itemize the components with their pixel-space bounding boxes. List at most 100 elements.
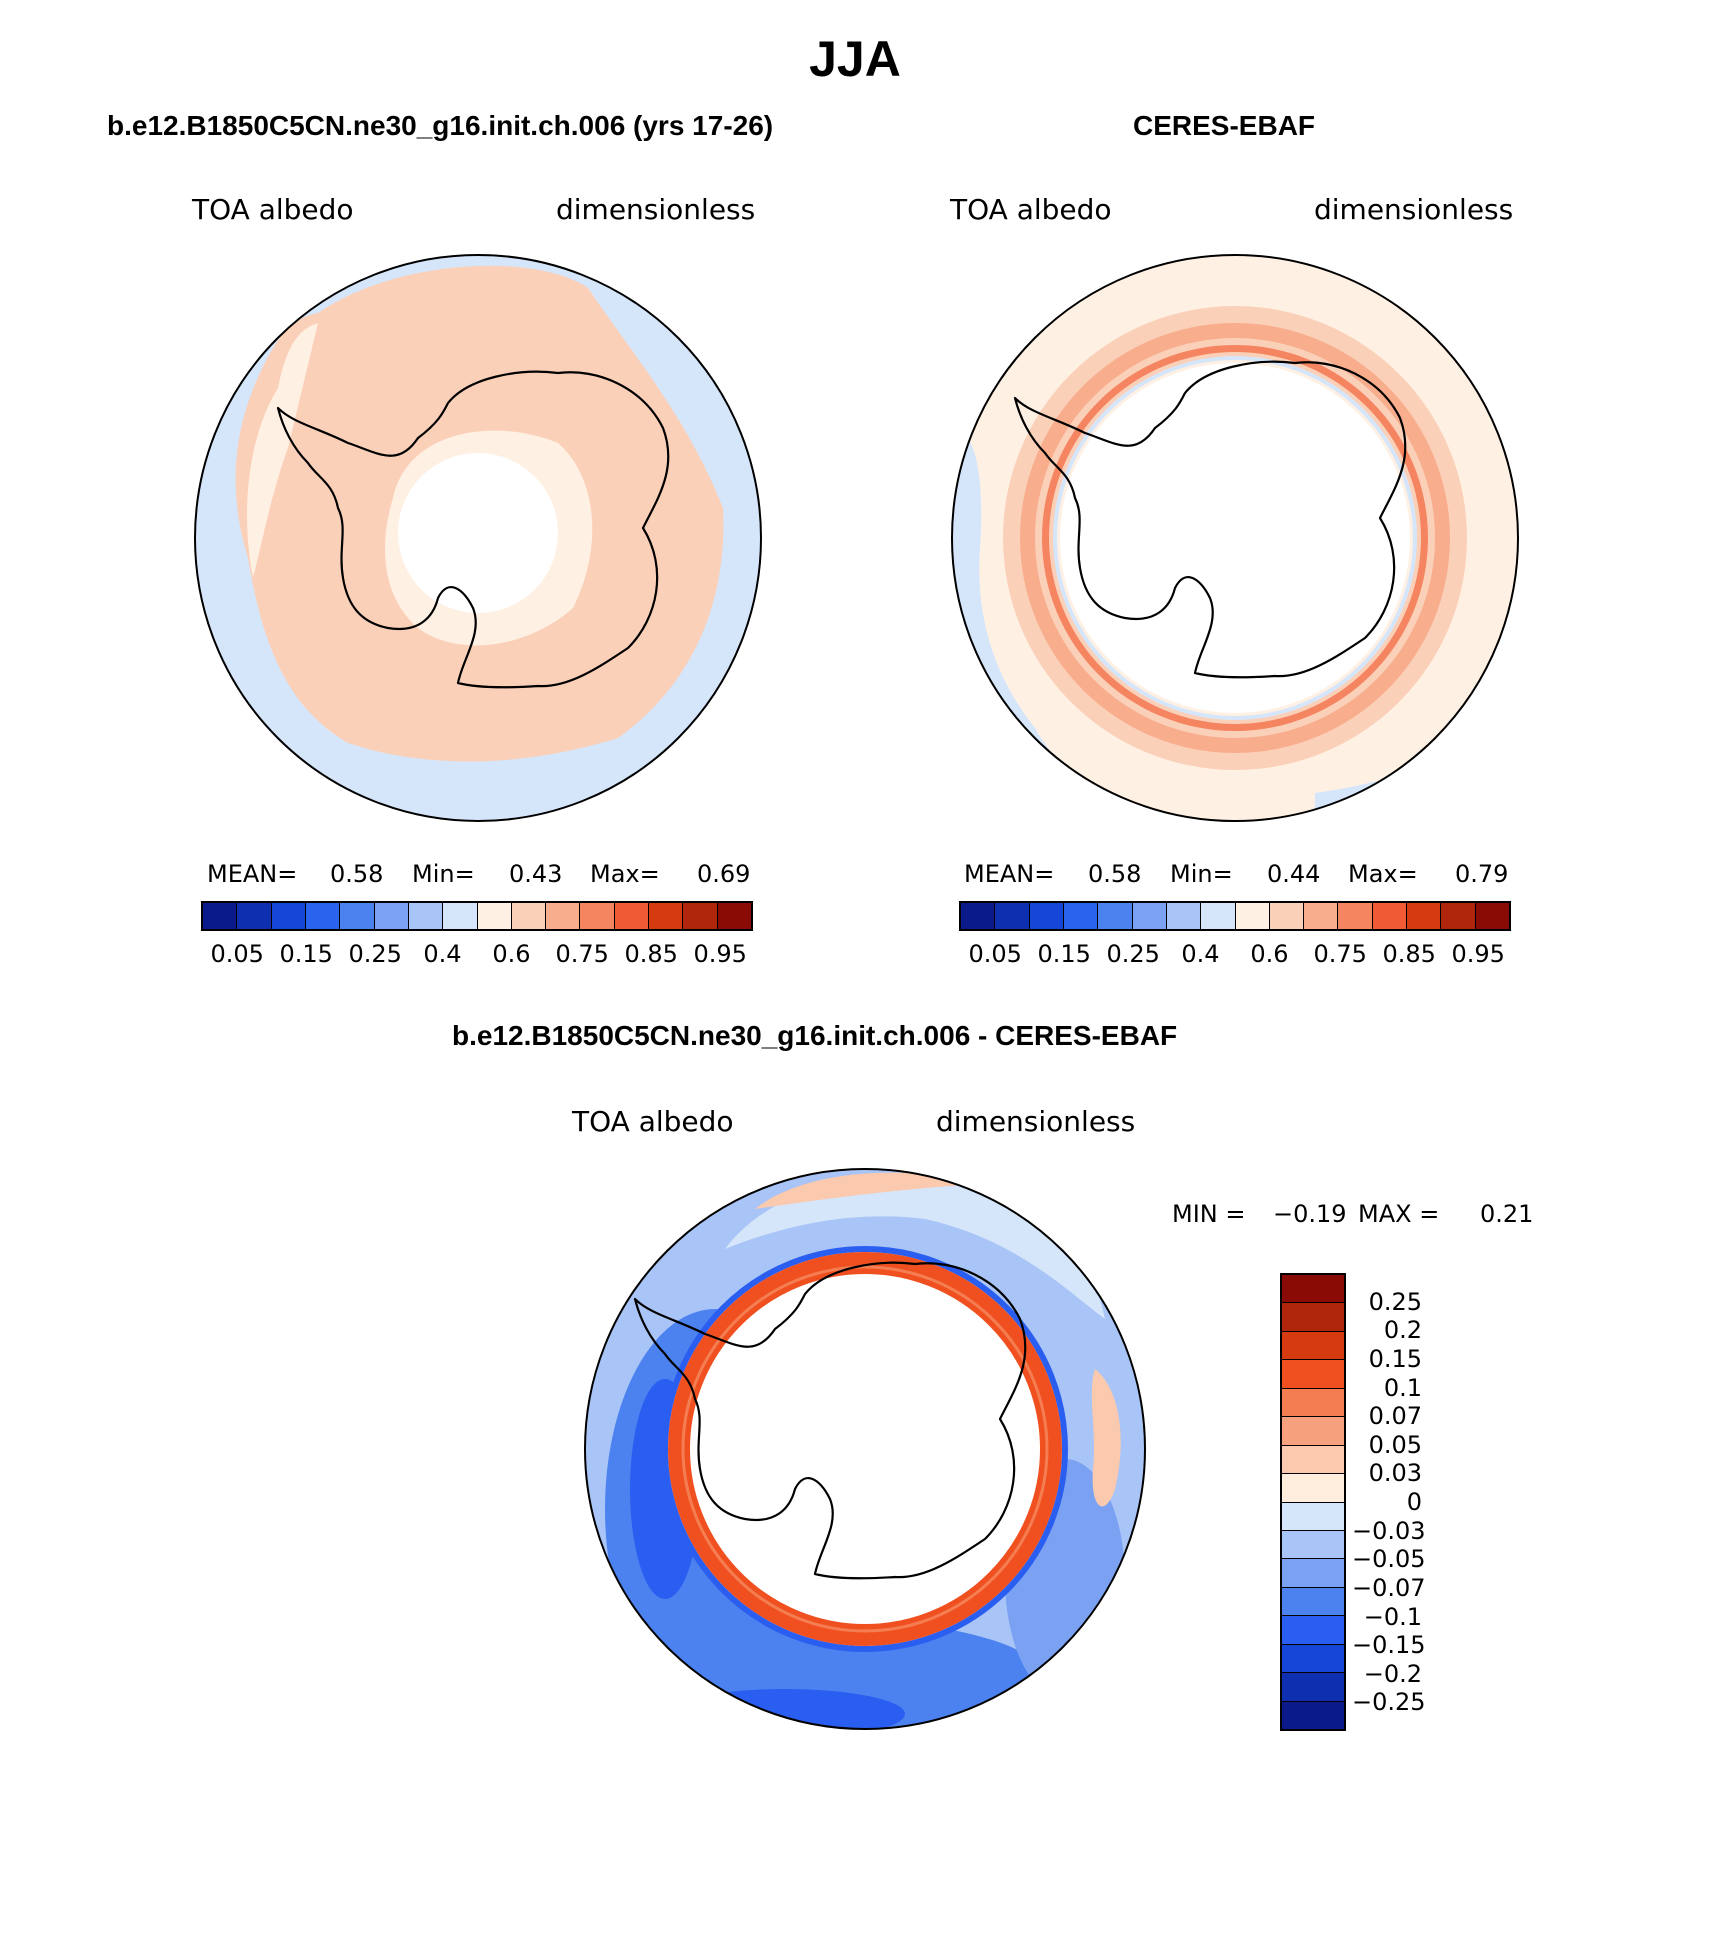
colorbar-swatch — [1304, 903, 1339, 929]
colorbar-tick-label: 0.85 — [1382, 940, 1436, 968]
colorbar-tick-label: −0.2 — [1363, 1659, 1422, 1688]
colorbar-swatch — [1282, 1587, 1344, 1617]
panel-2-min-label: Min= — [1170, 860, 1233, 888]
colorbar-tick-label: −0.07 — [1352, 1573, 1426, 1602]
colorbar-swatch — [1282, 1673, 1344, 1702]
colorbar-tick-label: 0.95 — [1451, 940, 1505, 968]
colorbar-swatch — [340, 903, 375, 929]
colorbar-swatch — [1282, 1303, 1344, 1332]
panel-1-units-label: dimensionless — [556, 193, 756, 226]
panel-1-min-value: 0.43 — [509, 860, 563, 888]
colorbar-tick-label: 0.15 — [1368, 1344, 1422, 1373]
colorbar-swatch — [1132, 903, 1167, 929]
panel-3-min-label: MIN = — [1172, 1200, 1246, 1228]
colorbar-tick-label: 0.25 — [1106, 940, 1160, 968]
colorbar-swatch — [1098, 903, 1133, 929]
colorbar-tick-label: 0.05 — [968, 940, 1022, 968]
colorbar-swatch — [203, 903, 238, 929]
figure-title: JJA — [809, 31, 901, 87]
panel-3-max-value: 0.21 — [1480, 1200, 1534, 1228]
panel-1-min-label: Min= — [412, 860, 475, 888]
panel-1-mean-value: 0.58 — [330, 860, 384, 888]
colorbar-swatch — [1282, 1502, 1344, 1531]
colorbar-swatch — [1063, 903, 1099, 929]
colorbar-swatch — [1282, 1559, 1344, 1588]
colorbar-swatch — [1269, 903, 1305, 929]
colorbar-swatch — [1282, 1275, 1344, 1304]
panel-3-colorbar — [1280, 1273, 1346, 1731]
colorbar-swatch — [271, 903, 306, 929]
colorbar-tick-label: 0.1 — [1383, 1373, 1422, 1402]
colorbar-tick-label: 0.6 — [1250, 940, 1289, 968]
colorbar-swatch — [1475, 903, 1509, 929]
panel-1-map — [194, 254, 762, 822]
colorbar-swatch — [1282, 1701, 1344, 1729]
colorbar-swatch — [1166, 903, 1202, 929]
panel-2-colorbar-ticks: 0.05 0.15 0.25 0.4 0.6 0.75 0.85 0.95 — [959, 940, 1511, 970]
panel-2-max-label: Max= — [1348, 860, 1418, 888]
colorbar-tick-label: −0.03 — [1352, 1516, 1426, 1545]
colorbar-swatch — [1282, 1644, 1344, 1674]
colorbar-swatch — [1235, 903, 1270, 929]
colorbar-swatch — [1282, 1474, 1344, 1503]
colorbar-swatch — [1407, 903, 1442, 929]
colorbar-swatch — [408, 903, 444, 929]
colorbar-tick-label: 0.03 — [1368, 1459, 1422, 1488]
colorbar-swatch — [1029, 903, 1064, 929]
panel-3-map — [584, 1168, 1146, 1730]
colorbar-swatch — [1201, 903, 1236, 929]
colorbar-swatch — [546, 903, 581, 929]
colorbar-tick-label: 0.2 — [1383, 1316, 1422, 1345]
colorbar-swatch — [1282, 1616, 1344, 1645]
colorbar-tick-label: 0.25 — [1368, 1287, 1422, 1316]
panel-2-max-value: 0.79 — [1455, 860, 1509, 888]
colorbar-tick-label: 0.05 — [1368, 1430, 1422, 1459]
panel-2-units-label: dimensionless — [1314, 193, 1514, 226]
colorbar-swatch — [683, 903, 718, 929]
colorbar-tick-label: 0.75 — [555, 940, 609, 968]
colorbar-swatch — [580, 903, 615, 929]
panel-3-max-label: MAX = — [1358, 1200, 1440, 1228]
colorbar-tick-label: 0.15 — [1037, 940, 1091, 968]
panel-2-map — [951, 254, 1519, 822]
colorbar-swatch — [961, 903, 996, 929]
colorbar-swatch — [1282, 1360, 1344, 1389]
colorbar-tick-label: −0.05 — [1352, 1545, 1426, 1574]
colorbar-tick-label: 0.25 — [348, 940, 402, 968]
panel-2-min-value: 0.44 — [1267, 860, 1321, 888]
panel-2-title: CERES-EBAF — [1133, 110, 1316, 141]
panel-1-variable-label: TOA albedo — [192, 193, 354, 226]
panel-1-colorbar — [201, 901, 753, 931]
colorbar-tick-label: −0.1 — [1363, 1602, 1422, 1631]
colorbar-swatch — [374, 903, 409, 929]
colorbar-tick-label: 0 — [1406, 1488, 1422, 1516]
colorbar-tick-label: 0.4 — [1181, 940, 1220, 968]
panel-1-title: b.e12.B1850C5CN.ne30_g16.init.ch.006 (yr… — [107, 110, 774, 141]
colorbar-swatch — [443, 903, 478, 929]
panel-3-units-label: dimensionless — [936, 1105, 1136, 1138]
panel-1-mean-label: MEAN= — [207, 860, 298, 888]
colorbar-swatch — [237, 903, 272, 929]
panel-2-colorbar — [959, 901, 1511, 931]
colorbar-tick-label: 0.6 — [492, 940, 531, 968]
panel-2-mean-label: MEAN= — [964, 860, 1055, 888]
panel-3-title: b.e12.B1850C5CN.ne30_g16.init.ch.006 - C… — [452, 1020, 1178, 1051]
colorbar-swatch — [1282, 1530, 1344, 1560]
colorbar-tick-label: 0.85 — [624, 940, 678, 968]
colorbar-swatch — [649, 903, 684, 929]
colorbar-swatch — [477, 903, 512, 929]
colorbar-swatch — [1282, 1445, 1344, 1475]
panel-3-min-value: −0.19 — [1273, 1200, 1347, 1228]
colorbar-tick-label: 0.15 — [279, 940, 333, 968]
colorbar-swatch — [717, 903, 751, 929]
colorbar-swatch — [995, 903, 1030, 929]
colorbar-swatch — [1282, 1388, 1344, 1418]
panel-3-colorbar-ticks: 0.25 0.2 0.15 0.1 0.07 0.05 0.03 0 −0.03 −0.05 −0.… — [1352, 1273, 1472, 1731]
panel-1-max-value: 0.69 — [697, 860, 751, 888]
colorbar-swatch — [1282, 1417, 1344, 1446]
panel-1-max-label: Max= — [590, 860, 660, 888]
colorbar-tick-label: −0.25 — [1352, 1688, 1426, 1717]
colorbar-tick-label: 0.75 — [1313, 940, 1367, 968]
colorbar-swatch — [1282, 1331, 1344, 1361]
panel-1-colorbar-ticks: 0.05 0.15 0.25 0.4 0.6 0.75 0.85 0.95 — [201, 940, 753, 970]
